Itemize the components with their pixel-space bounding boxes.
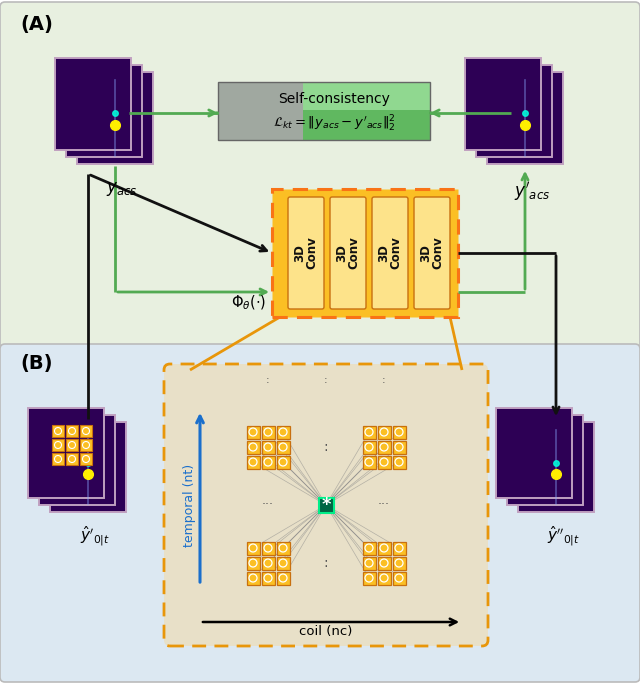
FancyBboxPatch shape [378, 571, 390, 584]
FancyBboxPatch shape [319, 497, 333, 512]
FancyBboxPatch shape [378, 542, 390, 554]
FancyBboxPatch shape [276, 425, 289, 438]
FancyBboxPatch shape [77, 72, 153, 164]
Text: ···: ··· [378, 499, 390, 512]
FancyBboxPatch shape [246, 556, 259, 569]
FancyBboxPatch shape [392, 425, 406, 438]
FancyBboxPatch shape [272, 189, 458, 317]
FancyBboxPatch shape [392, 556, 406, 569]
FancyBboxPatch shape [66, 453, 78, 465]
FancyBboxPatch shape [276, 571, 289, 584]
Text: (B): (B) [20, 354, 52, 373]
FancyBboxPatch shape [246, 425, 259, 438]
FancyBboxPatch shape [276, 542, 289, 554]
Text: $\hat{y}''_{0|t}$: $\hat{y}''_{0|t}$ [547, 524, 579, 548]
Text: $\mathcal{L}_{kt} = \|y_{acs} - y'_{acs}\|_2^2$: $\mathcal{L}_{kt} = \|y_{acs} - y'_{acs}… [273, 114, 396, 134]
FancyBboxPatch shape [246, 440, 259, 453]
FancyBboxPatch shape [262, 556, 275, 569]
FancyBboxPatch shape [52, 425, 64, 437]
FancyBboxPatch shape [288, 197, 324, 309]
FancyBboxPatch shape [55, 58, 131, 150]
Text: 3D
Conv: 3D Conv [378, 236, 403, 269]
Text: $y_{acs}$: $y_{acs}$ [106, 180, 138, 198]
FancyBboxPatch shape [262, 571, 275, 584]
FancyBboxPatch shape [218, 82, 303, 140]
Text: :: : [266, 375, 270, 385]
Text: ···: ··· [262, 499, 274, 512]
FancyBboxPatch shape [80, 439, 92, 451]
Text: $\Phi_\theta(\cdot)$: $\Phi_\theta(\cdot)$ [231, 294, 266, 312]
FancyBboxPatch shape [276, 456, 289, 469]
FancyBboxPatch shape [39, 415, 115, 505]
FancyBboxPatch shape [66, 425, 78, 437]
Text: $y'_{acs}$: $y'_{acs}$ [514, 180, 550, 203]
FancyBboxPatch shape [246, 456, 259, 469]
FancyBboxPatch shape [378, 556, 390, 569]
Text: (A): (A) [20, 15, 53, 34]
FancyBboxPatch shape [392, 571, 406, 584]
FancyBboxPatch shape [362, 556, 376, 569]
Text: 3D
Conv: 3D Conv [294, 236, 319, 269]
FancyBboxPatch shape [50, 422, 126, 512]
FancyBboxPatch shape [303, 82, 430, 140]
FancyBboxPatch shape [414, 197, 450, 309]
Text: 3D
Conv: 3D Conv [419, 236, 445, 269]
FancyBboxPatch shape [392, 456, 406, 469]
FancyBboxPatch shape [66, 65, 142, 157]
FancyBboxPatch shape [465, 58, 541, 150]
FancyBboxPatch shape [362, 571, 376, 584]
FancyBboxPatch shape [362, 440, 376, 453]
FancyBboxPatch shape [378, 440, 390, 453]
FancyBboxPatch shape [262, 456, 275, 469]
Text: :: : [324, 440, 328, 454]
FancyBboxPatch shape [362, 542, 376, 554]
FancyBboxPatch shape [0, 2, 640, 352]
FancyBboxPatch shape [80, 453, 92, 465]
Text: *: * [321, 496, 331, 514]
FancyBboxPatch shape [378, 456, 390, 469]
FancyBboxPatch shape [303, 82, 430, 110]
FancyBboxPatch shape [52, 439, 64, 451]
FancyBboxPatch shape [330, 197, 366, 309]
FancyBboxPatch shape [507, 415, 583, 505]
FancyBboxPatch shape [246, 571, 259, 584]
Text: :: : [324, 556, 328, 570]
FancyBboxPatch shape [262, 542, 275, 554]
Text: coil (nc): coil (nc) [300, 625, 353, 638]
FancyBboxPatch shape [66, 439, 78, 451]
FancyBboxPatch shape [362, 425, 376, 438]
FancyBboxPatch shape [276, 556, 289, 569]
FancyBboxPatch shape [80, 425, 92, 437]
FancyBboxPatch shape [392, 542, 406, 554]
Text: 3D
Conv: 3D Conv [335, 236, 360, 269]
Text: :: : [382, 375, 386, 385]
FancyBboxPatch shape [372, 197, 408, 309]
FancyBboxPatch shape [28, 408, 104, 498]
Text: :: : [324, 375, 328, 385]
FancyBboxPatch shape [476, 65, 552, 157]
FancyBboxPatch shape [164, 364, 488, 646]
Text: temporal (nt): temporal (nt) [184, 464, 196, 547]
FancyBboxPatch shape [518, 422, 594, 512]
FancyBboxPatch shape [52, 453, 64, 465]
Text: $\hat{y}'_{0|t}$: $\hat{y}'_{0|t}$ [80, 524, 110, 548]
FancyBboxPatch shape [0, 344, 640, 682]
FancyBboxPatch shape [392, 440, 406, 453]
FancyBboxPatch shape [262, 425, 275, 438]
FancyBboxPatch shape [262, 440, 275, 453]
FancyBboxPatch shape [276, 440, 289, 453]
Text: Self-consistency: Self-consistency [278, 92, 390, 106]
FancyBboxPatch shape [246, 542, 259, 554]
FancyBboxPatch shape [496, 408, 572, 498]
FancyBboxPatch shape [378, 425, 390, 438]
FancyBboxPatch shape [487, 72, 563, 164]
FancyBboxPatch shape [362, 456, 376, 469]
